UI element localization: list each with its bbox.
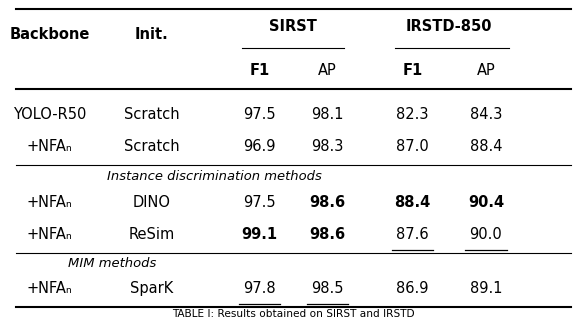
Text: SIRST: SIRST xyxy=(269,19,317,34)
Text: 99.1: 99.1 xyxy=(242,227,277,242)
Text: +NFAₙ: +NFAₙ xyxy=(27,195,73,210)
Text: Init.: Init. xyxy=(135,27,169,43)
Text: 97.5: 97.5 xyxy=(243,195,276,210)
Text: Scratch: Scratch xyxy=(124,107,180,122)
Text: 84.3: 84.3 xyxy=(470,107,502,122)
Text: Scratch: Scratch xyxy=(124,139,180,154)
Text: F1: F1 xyxy=(249,62,269,78)
Text: AP: AP xyxy=(477,62,495,78)
Text: 90.4: 90.4 xyxy=(468,195,504,210)
Text: YOLO-R50: YOLO-R50 xyxy=(13,107,87,122)
Text: Backbone: Backbone xyxy=(10,27,90,43)
Text: SparK: SparK xyxy=(130,281,173,296)
Text: AP: AP xyxy=(318,62,337,78)
Text: 98.1: 98.1 xyxy=(311,107,344,122)
Text: TABLE I: Results obtained on SIRST and IRSTD: TABLE I: Results obtained on SIRST and I… xyxy=(172,309,415,319)
Text: 87.6: 87.6 xyxy=(396,227,429,242)
Text: +NFAₙ: +NFAₙ xyxy=(27,281,73,296)
Text: 89.1: 89.1 xyxy=(470,281,502,296)
Text: IRSTD-850: IRSTD-850 xyxy=(406,19,492,34)
Text: 98.6: 98.6 xyxy=(309,195,346,210)
Text: 98.6: 98.6 xyxy=(309,227,346,242)
Text: 87.0: 87.0 xyxy=(396,139,429,154)
Text: 96.9: 96.9 xyxy=(243,139,276,154)
Text: ReSim: ReSim xyxy=(129,227,175,242)
Text: 90.0: 90.0 xyxy=(469,227,502,242)
Text: +NFAₙ: +NFAₙ xyxy=(27,227,73,242)
Text: MIM methods: MIM methods xyxy=(68,257,157,270)
Text: DINO: DINO xyxy=(133,195,171,210)
Text: 88.4: 88.4 xyxy=(470,139,502,154)
Text: 97.8: 97.8 xyxy=(243,281,276,296)
Text: 86.9: 86.9 xyxy=(396,281,429,296)
Text: 82.3: 82.3 xyxy=(396,107,429,122)
Text: 98.5: 98.5 xyxy=(311,281,344,296)
Text: 88.4: 88.4 xyxy=(394,195,431,210)
Text: +NFAₙ: +NFAₙ xyxy=(27,139,73,154)
Text: F1: F1 xyxy=(402,62,423,78)
Text: Instance discrimination methods: Instance discrimination methods xyxy=(107,170,321,183)
Text: 98.3: 98.3 xyxy=(311,139,343,154)
Text: 97.5: 97.5 xyxy=(243,107,276,122)
